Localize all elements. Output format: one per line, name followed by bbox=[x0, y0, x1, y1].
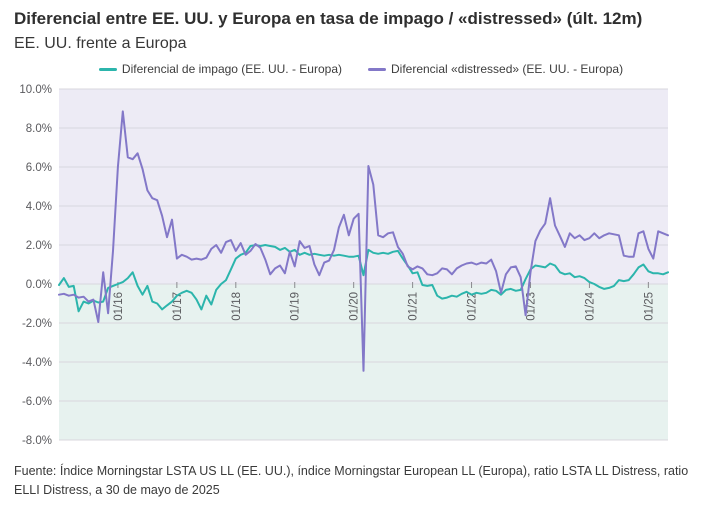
legend-swatch-impago-icon bbox=[98, 67, 117, 71]
series-line-impago bbox=[58, 244, 669, 313]
y-axis-label--2: -2.0% bbox=[22, 318, 52, 330]
legend-item-distressed: Diferencial «distressed» (EE. UU. - Euro… bbox=[368, 62, 623, 76]
plot-area-positive bbox=[59, 89, 668, 285]
x-axis-label-01/17: 01/17 bbox=[172, 292, 184, 321]
y-axis-label-4: 4.0% bbox=[26, 201, 52, 213]
y-axis-label--6: -6.0% bbox=[22, 396, 52, 408]
y-axis-label-10: 10.0% bbox=[19, 84, 52, 96]
legend-label-impago: Diferencial de impago (EE. UU. - Europa) bbox=[121, 62, 342, 77]
x-axis-label-01/24: 01/24 bbox=[584, 291, 596, 320]
y-axis-label-8: 8.0% bbox=[26, 123, 52, 135]
y-axis-label--4: -4.0% bbox=[22, 357, 52, 369]
source-note: Fuente: Índice Morningstar LSTA US LL (E… bbox=[14, 464, 689, 498]
x-axis-label-01/25: 01/25 bbox=[643, 292, 655, 321]
y-axis-label-6: 6.0% bbox=[26, 162, 52, 174]
x-axis-label-01/22: 01/22 bbox=[467, 292, 479, 321]
legend-swatch-distressed-icon bbox=[368, 67, 386, 71]
x-axis-label-01/18: 01/18 bbox=[231, 292, 243, 321]
y-axis-label-0: 0.0% bbox=[26, 279, 52, 291]
x-axis-label-01/19: 01/19 bbox=[290, 292, 302, 321]
legend-label-distressed: Diferencial «distressed» (EE. UU. - Euro… bbox=[391, 62, 624, 77]
chart-subtitle: EE. UU. frente a Europa bbox=[14, 35, 187, 53]
x-axis-label-01/20: 01/20 bbox=[349, 292, 361, 321]
line-chart: 10.0% 8.0% 6.0% 4.0% 2.0% 0.0% -2.0% -4.0% -6.0%… bbox=[0, 79, 722, 456]
y-axis-label--8: -8.0% bbox=[22, 435, 52, 447]
legend-item-impago: Diferencial de impago (EE. UU. - Europa) bbox=[98, 62, 342, 77]
chart-legend: Diferencial de impago (EE. UU. - Europa)… bbox=[0, 61, 722, 77]
y-axis-label-2: 2.0% bbox=[26, 240, 52, 252]
x-axis-label-01/16: 01/16 bbox=[113, 292, 125, 321]
x-axis-label-01/23: 01/23 bbox=[525, 292, 537, 321]
series-line-distressed bbox=[58, 110, 669, 372]
x-axis-label-01/21: 01/21 bbox=[408, 292, 420, 321]
chart-svg: 10.0% 8.0% 6.0% 4.0% 2.0% 0.0% -2.0% -4.0% -6.0%… bbox=[19, 84, 669, 447]
chart-title: Diferencial entre EE. UU. y Europa en ta… bbox=[14, 9, 643, 28]
